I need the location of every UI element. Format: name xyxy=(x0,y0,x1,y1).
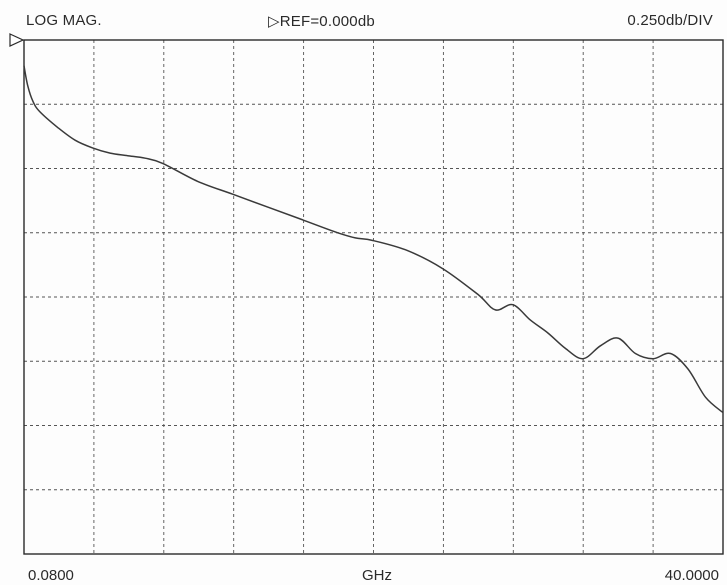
start-frequency-label: 0.0800 xyxy=(28,567,74,584)
reference-position-marker xyxy=(9,33,25,47)
frequency-unit-label: GHz xyxy=(362,567,392,584)
graticule xyxy=(24,40,723,554)
scale-per-division-label: 0.250db/DIV xyxy=(627,12,713,29)
stop-frequency-label: 40.0000 xyxy=(664,567,719,584)
measurement-format-label: LOG MAG. xyxy=(26,12,102,29)
plot-frame xyxy=(23,39,724,555)
reference-readout: ▷REF=0.000db xyxy=(268,12,375,30)
reference-level-label: REF=0.000db xyxy=(279,13,375,30)
trace-line xyxy=(23,65,724,414)
reference-marker-icon: ▷ xyxy=(268,13,280,30)
